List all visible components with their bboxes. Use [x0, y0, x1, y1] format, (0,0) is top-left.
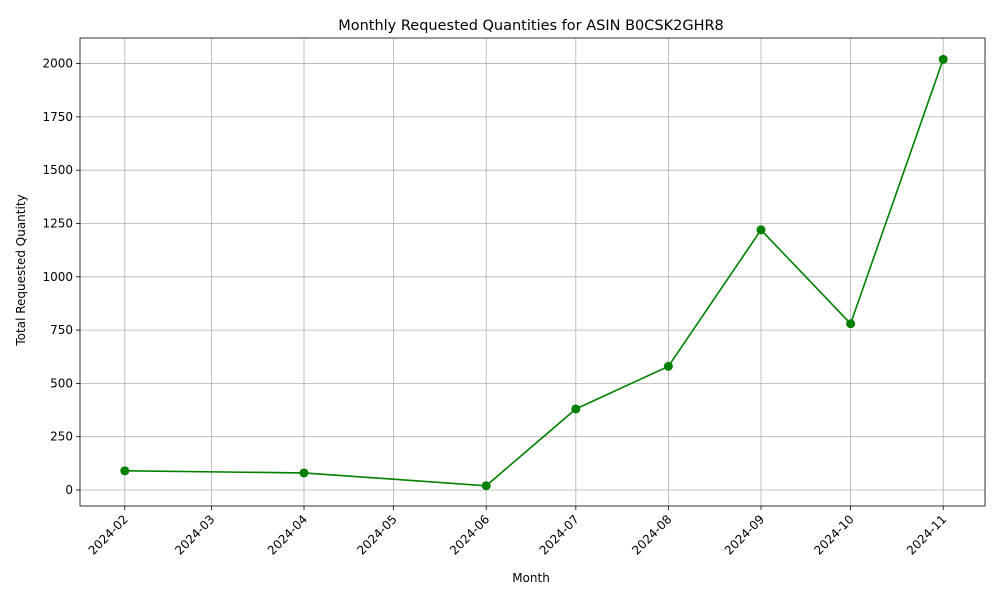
- y-axis: 0 250 500 750 1000 1250 1500 1750 2000: [42, 57, 80, 497]
- y-tick-label: 2000: [42, 57, 73, 71]
- data-point: [299, 468, 309, 478]
- y-tick-label: 250: [50, 430, 73, 444]
- y-tick-label: 1000: [42, 270, 73, 284]
- x-tick-label: 2024-02: [86, 512, 131, 557]
- data-point: [663, 361, 673, 371]
- x-tick-label: 2024-04: [265, 512, 310, 557]
- y-tick-label: 1750: [42, 110, 73, 124]
- x-tick-label: 2024-08: [629, 512, 674, 557]
- data-point: [756, 225, 766, 235]
- data-point: [120, 466, 130, 476]
- data-point: [846, 319, 856, 329]
- series-line: [124, 59, 944, 487]
- x-axis-label: Month: [512, 571, 550, 585]
- series-layer: [120, 54, 948, 491]
- x-tick-label: 2024-06: [447, 512, 492, 557]
- x-tick-label: 2024-11: [904, 512, 949, 557]
- plot-frame: [79, 37, 986, 507]
- x-tick-label: 2024-09: [722, 512, 767, 557]
- y-tick-label: 1500: [42, 163, 73, 177]
- data-point: [571, 404, 581, 414]
- y-tick-label: 0: [65, 483, 73, 497]
- grid: [80, 38, 985, 506]
- x-tick-label: 2024-03: [172, 512, 217, 557]
- y-tick-label: 1250: [42, 216, 73, 230]
- chart-title: Monthly Requested Quantities for ASIN B0…: [338, 18, 724, 34]
- x-axis: 2024-02 2024-03 2024-04 2024-05 2024-06 2024-…: [86, 506, 949, 558]
- x-tick-label: 2024-07: [537, 512, 582, 557]
- y-tick-label: 500: [50, 376, 73, 390]
- y-axis-label: Total Requested Quantity: [14, 194, 28, 346]
- x-tick-label: 2024-10: [811, 512, 856, 557]
- x-tick-label: 2024-05: [354, 512, 399, 557]
- y-tick-label: 750: [50, 323, 73, 337]
- data-point: [481, 481, 491, 491]
- data-point: [938, 54, 948, 64]
